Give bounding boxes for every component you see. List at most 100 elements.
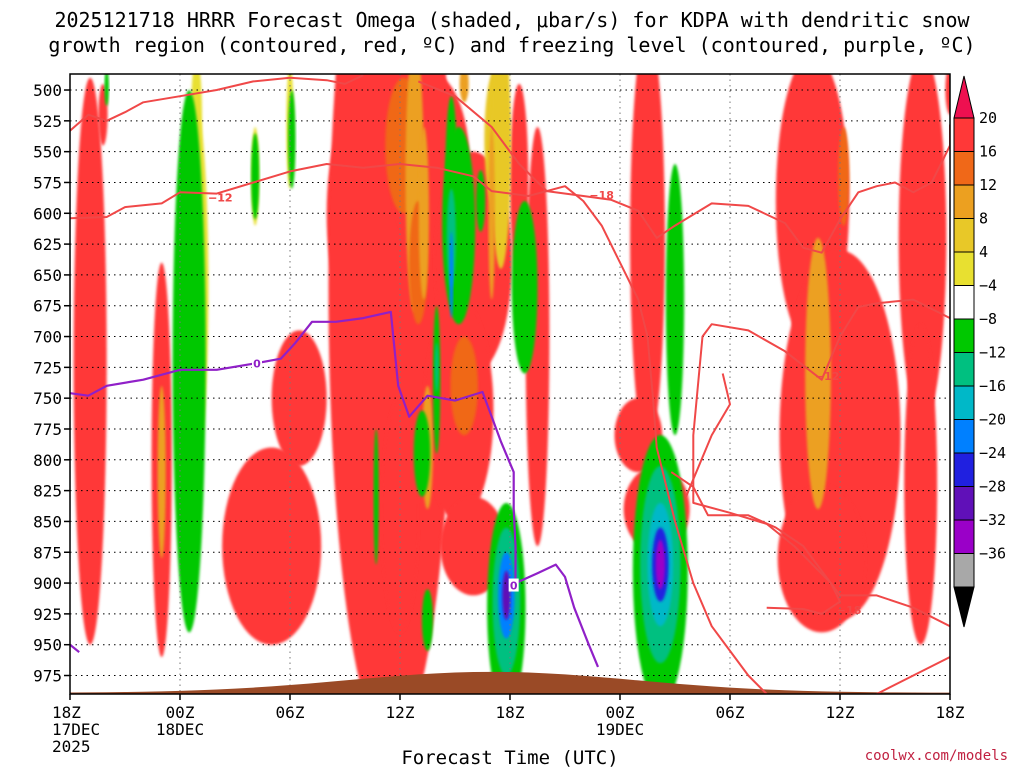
omega-cell (434, 342, 439, 393)
colorbar-label: 4 (979, 243, 988, 261)
y-tick-label: 650 (33, 266, 62, 285)
x-tick-label: 18DEC (156, 720, 204, 739)
omega-cell (945, 74, 950, 115)
omega-cell (665, 163, 685, 436)
omega-cell (459, 74, 469, 103)
omega-cell (251, 133, 260, 220)
contour-label: −18 (589, 189, 614, 202)
colorbar-top-arrow (953, 75, 975, 119)
colorbar-label: 8 (979, 210, 988, 228)
colorbar: 20 16 12 8 4 −4 −8 −12 −16 −20 −24 −28 −32 −36 (953, 75, 1006, 628)
colorbar-label: −36 (979, 545, 1006, 563)
omega-cell (630, 74, 665, 448)
y-tick-label: 825 (33, 482, 62, 501)
y-tick-label: 800 (33, 451, 62, 470)
omega-cell (413, 410, 431, 497)
x-axis-label: Forecast Time (UTC) (401, 747, 618, 768)
omega-cell (488, 127, 495, 300)
colorbar-swatch (953, 385, 975, 420)
omega-cell (904, 324, 938, 645)
dendritic-contour (417, 80, 950, 254)
colorbar-swatch (953, 218, 975, 253)
contour-label: −12 (815, 370, 840, 383)
x-tick-label: 12Z (826, 703, 855, 722)
y-tick-label: 875 (33, 543, 62, 562)
y-tick-label: 600 (33, 204, 62, 223)
colorbar-bottom-arrow (953, 586, 975, 628)
colorbar-label: −8 (979, 310, 997, 328)
x-tick-label: 06Z (716, 703, 745, 722)
x-tick-label: 18Z (936, 703, 965, 722)
y-tick-label: 575 (33, 173, 62, 192)
colorbar-swatch (953, 117, 975, 152)
plot-area: −12−12 −18−12−18 00 (69, 73, 951, 695)
y-tick-label: 700 (33, 328, 62, 347)
colorbar-swatch (953, 251, 975, 286)
freezing-label-bg (508, 578, 519, 592)
omega-cell (502, 570, 511, 621)
dendritic-contour (670, 471, 950, 628)
omega-cell (449, 231, 454, 319)
y-tick-label: 925 (33, 605, 62, 624)
chart-title-line1: 2025121718 HRRR Forecast Omega (shaded, … (54, 8, 970, 32)
colorbar-label: −4 (979, 277, 997, 295)
omega-cell (104, 74, 109, 107)
y-tick-label: 975 (33, 667, 62, 686)
omega-cell (422, 589, 433, 651)
contour-label: −18 (837, 604, 862, 617)
colorbar-swatch (953, 486, 975, 521)
omega-cell (490, 74, 511, 269)
colorbar-label: 12 (979, 176, 997, 194)
y-tick-label: 625 (33, 235, 62, 254)
colorbar-label: −16 (979, 377, 1006, 395)
colorbar-swatch (953, 151, 975, 186)
dendritic-contour (692, 298, 950, 615)
dendritic-contours: −12−12 −18−12−18 (70, 74, 950, 694)
colorbar-swatch (953, 553, 975, 588)
omega-cell (476, 170, 486, 232)
x-tick-label: 19DEC (596, 720, 644, 739)
omega-cell (450, 336, 478, 436)
colorbar-swatch (953, 519, 975, 554)
y-tick-label: 525 (33, 112, 62, 131)
omega-cell (288, 90, 296, 189)
y-tick-label: 725 (33, 358, 62, 377)
y-axis: 500 525 550 575 600 625 650 675 700 725 750 775 800 8… (33, 81, 70, 686)
omega-cell (838, 127, 850, 226)
terrain (70, 671, 950, 694)
y-tick-label: 950 (33, 636, 62, 655)
omega-cell (418, 127, 429, 300)
y-tick-label: 550 (33, 143, 62, 162)
terrain-fill (70, 671, 950, 694)
omega-cell (655, 539, 665, 590)
y-tick-label: 900 (33, 574, 62, 593)
y-tick-label: 750 (33, 389, 62, 408)
freezing-level-edge (70, 643, 80, 653)
dendritic-contour (70, 163, 768, 694)
x-tick-label: 12Z (386, 703, 415, 722)
omega-cell (73, 77, 107, 645)
omega-cell (271, 330, 327, 466)
omega-cell (157, 385, 166, 559)
freezing-label-bg (252, 356, 262, 370)
freezing-label: 0 (510, 580, 518, 593)
colorbar-swatch (953, 318, 975, 353)
x-tick-label: 17DEC (52, 720, 100, 739)
omega-cell (172, 90, 206, 633)
freezing-level-contours: 00 (70, 310, 600, 668)
colorbar-label: −32 (979, 511, 1006, 529)
colorbar-label: −28 (979, 478, 1006, 496)
x-tick-label: 00Z (166, 703, 195, 722)
colorbar-swatch (953, 184, 975, 219)
omega-cell (373, 428, 379, 565)
dendritic-contour (876, 656, 950, 694)
colorbar-swatch (953, 452, 975, 487)
freezing-level-line (70, 310, 600, 668)
x-tick-label: 00Z (606, 703, 635, 722)
omega-shading (73, 74, 950, 694)
dendritic-contour (685, 373, 731, 498)
x-tick-label: 18Z (496, 703, 525, 722)
omega-cell (222, 447, 322, 645)
